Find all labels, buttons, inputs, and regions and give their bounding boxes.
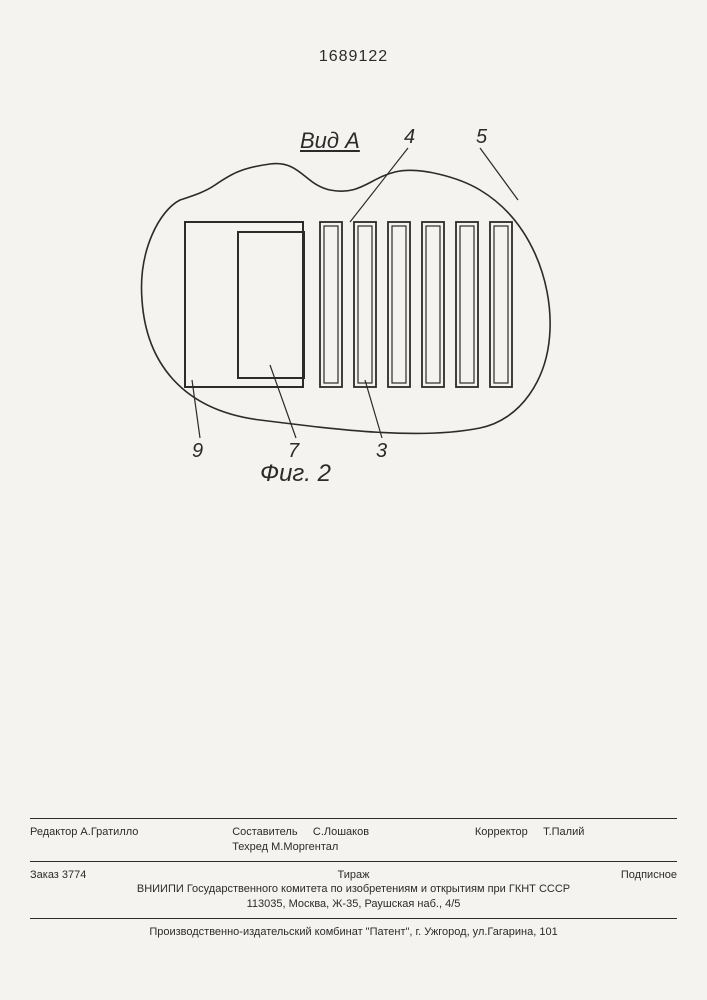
slat-outer <box>388 222 410 387</box>
order-label: Заказ <box>30 869 59 881</box>
leader-4 <box>350 148 408 222</box>
org-line2: 113035, Москва, Ж-35, Раушская наб., 4/5 <box>30 897 677 912</box>
slat-inner <box>426 226 440 383</box>
slat-inner <box>392 226 406 383</box>
slats-group <box>320 222 512 387</box>
order-no: 3774 <box>62 869 86 881</box>
editor-cell: Редактор А.Гратилло <box>30 825 232 855</box>
rule-mid <box>30 861 677 862</box>
slat-inner <box>460 226 474 383</box>
tirazh-label: Тираж <box>338 869 370 881</box>
leader-3 <box>365 380 382 438</box>
patent-number: 1689122 <box>0 48 707 66</box>
rule-bottom <box>30 918 677 919</box>
leader-7 <box>270 365 296 438</box>
subscr-label: Подписное <box>621 869 677 881</box>
leader-9 <box>192 380 200 438</box>
techred-name: М.Моргентал <box>271 841 338 853</box>
figure-svg <box>120 130 560 470</box>
left-outer-box <box>185 222 303 387</box>
figure-2: Вид А 4 5 9 7 3 Фи <box>120 130 560 470</box>
org-block: ВНИИПИ Государственного комитета по изоб… <box>30 882 677 912</box>
editor-label: Редактор <box>30 826 77 838</box>
slat-outer <box>422 222 444 387</box>
figure-caption: Фиг. 2 <box>260 460 331 488</box>
slat-outer <box>354 222 376 387</box>
corrector-cell: Корректор Т.Палий <box>475 825 677 855</box>
compiler-name: С.Лошаков <box>313 826 369 838</box>
techred-label: Техред <box>232 841 268 853</box>
slat-inner <box>494 226 508 383</box>
corrector-name: Т.Палий <box>543 826 584 838</box>
middle-credits: Составитель С.Лошаков Техред М.Моргентал <box>232 825 475 855</box>
org-line1: ВНИИПИ Государственного комитета по изоб… <box>30 882 677 897</box>
credits-row: Редактор А.Гратилло Составитель С.Лошако… <box>30 825 677 855</box>
order-row: Заказ 3774 Тираж Подписное <box>30 868 677 883</box>
outline-path <box>142 164 551 434</box>
slat-outer <box>490 222 512 387</box>
left-inner-box <box>238 232 304 378</box>
slat-outer <box>456 222 478 387</box>
editor-name: А.Гратилло <box>80 826 138 838</box>
leader-5 <box>480 148 518 200</box>
rule-top <box>30 818 677 819</box>
colophon: Редактор А.Гратилло Составитель С.Лошако… <box>30 812 677 940</box>
printer-line: Производственно-издательский комбинат "П… <box>30 925 677 940</box>
slat-inner <box>358 226 372 383</box>
corrector-label: Корректор <box>475 826 528 838</box>
compiler-label: Составитель <box>232 826 297 838</box>
slat-inner <box>324 226 338 383</box>
slat-outer <box>320 222 342 387</box>
